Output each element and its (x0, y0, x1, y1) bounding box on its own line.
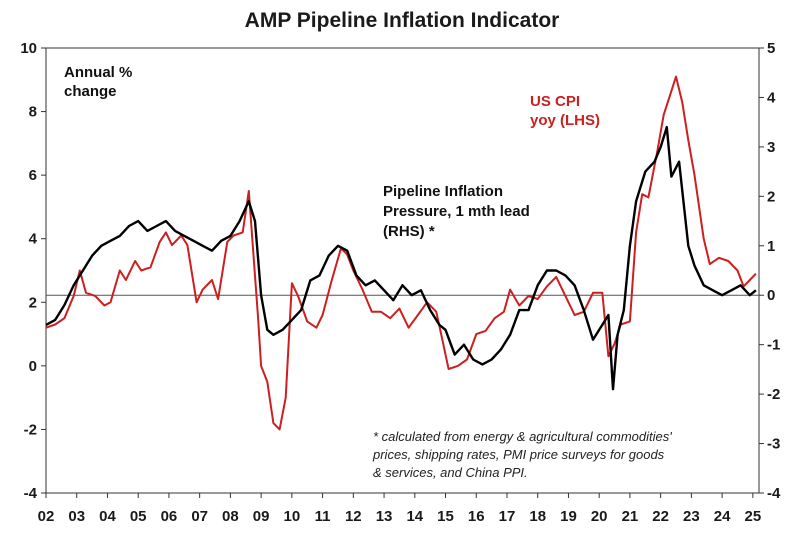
x-tick-label: 10 (284, 508, 301, 525)
left-axis-label-line-2: change (64, 83, 117, 100)
x-tick-label: 16 (468, 508, 485, 525)
x-tick-label: 18 (529, 508, 546, 525)
left-tick-label: 10 (20, 40, 37, 57)
left-tick-label: 8 (29, 104, 37, 121)
left-tick-label: -2 (24, 421, 37, 438)
x-tick-label: 13 (376, 508, 393, 525)
left-tick-label: -4 (24, 485, 38, 502)
pipeline-series-label: Pipeline Inflation Pressure, 1 mth lead … (383, 183, 534, 240)
x-tick-label: 04 (99, 508, 116, 525)
x-tick-label: 22 (652, 508, 669, 525)
right-tick-label: -1 (767, 337, 780, 354)
right-tick-label: -4 (767, 485, 781, 502)
x-tick-label: 05 (130, 508, 147, 525)
left-axis-label: Annual % change (64, 64, 137, 100)
left-tick-label: 0 (29, 358, 37, 375)
x-tick-label: 23 (683, 508, 700, 525)
footnote: * calculated from energy & agricultural … (372, 429, 675, 480)
right-tick-label: -3 (767, 436, 780, 453)
x-tick-label: 08 (222, 508, 239, 525)
right-tick-label: 4 (767, 89, 776, 106)
right-tick-label: 3 (767, 139, 775, 156)
right-axis-ticks: 5 4 3 2 1 0 -1 -2 -3 -4 (759, 40, 781, 502)
series-line-us-cpi (45, 75, 757, 431)
x-tick-label: 03 (68, 508, 85, 525)
series-line-pipeline-pressure (45, 125, 757, 391)
footnote-line-3: & services, and China PPI. (373, 465, 528, 480)
pipeline-label-line-2: Pressure, 1 mth lead (383, 203, 530, 220)
x-tick-label: 21 (622, 508, 639, 525)
left-tick-label: 6 (29, 167, 37, 184)
chart-title: AMP Pipeline Inflation Indicator (245, 9, 560, 32)
right-tick-label: 5 (767, 40, 775, 57)
pipeline-label-line-1: Pipeline Inflation (383, 183, 503, 200)
x-tick-label: 07 (191, 508, 208, 525)
plot-frame (45, 47, 760, 494)
pipeline-label-line-3: (RHS) * (383, 223, 435, 240)
x-tick-label: 25 (745, 508, 762, 525)
us-cpi-series-label: US CPI yoy (LHS) (530, 93, 600, 129)
left-axis-label-line-1: Annual % (64, 64, 132, 81)
us-cpi-label-line-2: yoy (LHS) (530, 112, 600, 129)
x-tick-label: 12 (345, 508, 362, 525)
x-tick-label: 06 (161, 508, 178, 525)
x-tick-label: 20 (591, 508, 608, 525)
x-tick-label: 09 (253, 508, 270, 525)
left-axis-ticks: 10 8 6 4 2 0 -2 -4 (20, 40, 46, 502)
x-tick-label: 19 (560, 508, 577, 525)
left-tick-label: 4 (29, 231, 38, 248)
x-tick-label: 17 (499, 508, 516, 525)
x-tick-label: 24 (714, 508, 731, 525)
x-tick-label: 14 (406, 508, 423, 525)
x-axis-ticks: 02 03 04 05 06 07 08 09 10 11 12 13 14 15 16 17 18 19 20 21… (38, 493, 762, 525)
footnote-line-1: * calculated from energy & agricultural … (373, 429, 672, 444)
x-tick-label: 15 (437, 508, 454, 525)
right-tick-label: 0 (767, 287, 775, 304)
us-cpi-label-line-1: US CPI (530, 93, 580, 110)
right-tick-label: 1 (767, 238, 775, 255)
left-tick-label: 2 (29, 294, 37, 311)
x-tick-label: 02 (38, 508, 55, 525)
x-tick-label: 11 (315, 508, 331, 525)
footnote-line-2: prices, shipping rates, PMI price survey… (372, 447, 665, 462)
right-tick-label: -2 (767, 386, 780, 403)
right-tick-label: 2 (767, 188, 775, 205)
